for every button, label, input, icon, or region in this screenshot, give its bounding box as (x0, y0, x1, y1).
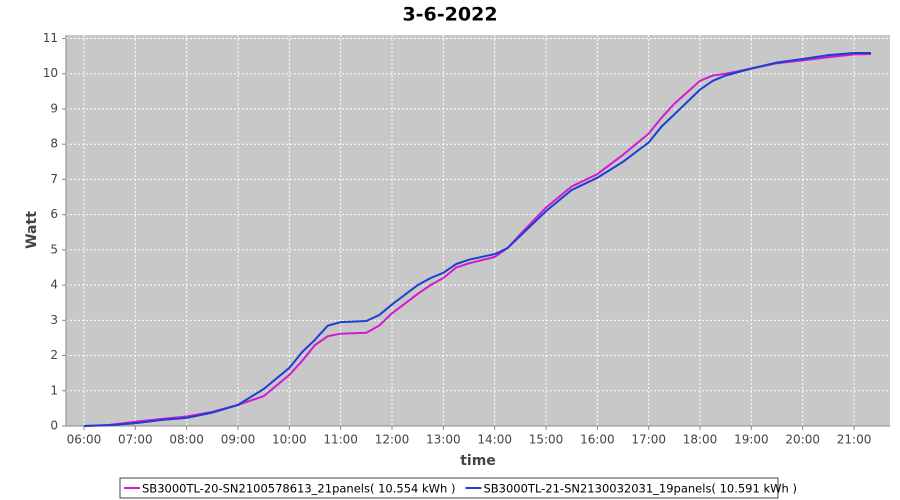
y-tick-label: 5 (50, 242, 58, 256)
x-tick-label: 14:00 (477, 433, 512, 447)
x-tick-label: 10:00 (272, 433, 307, 447)
y-tick-label: 7 (50, 172, 58, 186)
plot-area (66, 35, 890, 426)
chart-title: 3-6-2022 (402, 4, 497, 26)
series-line (83, 53, 872, 427)
y-tick-label: 4 (50, 278, 58, 292)
y-tick-label: 3 (50, 313, 58, 327)
legend-box (119, 477, 779, 499)
x-tick-label: 12:00 (375, 433, 410, 447)
y-tick-label: 8 (50, 137, 58, 151)
x-tick-label: 08:00 (169, 433, 204, 447)
y-tick-label: 2 (50, 348, 58, 362)
x-tick-label: 19:00 (734, 433, 769, 447)
x-tick-label: 07:00 (118, 433, 153, 447)
y-tick-label: 11 (43, 31, 58, 45)
y-tick-label: 0 (50, 419, 58, 433)
x-tick-label: 20:00 (785, 433, 820, 447)
series-line (83, 52, 871, 427)
y-tick-label: 10 (43, 66, 58, 80)
legend-label: SB3000TL-20-SN2100578613_21panels( 10.55… (142, 482, 455, 496)
legend-label: SB3000TL-21-SN2130032031_19panels( 10.59… (483, 482, 796, 496)
x-tick-label: 17:00 (631, 433, 666, 447)
x-tick-label: 16:00 (580, 433, 615, 447)
y-tick-label: 1 (50, 383, 58, 397)
x-axis-label: time (460, 453, 496, 469)
x-tick-label: 11:00 (323, 433, 358, 447)
y-tick-label: 9 (50, 101, 58, 115)
x-tick-label: 18:00 (683, 433, 718, 447)
x-tick-label: 09:00 (221, 433, 256, 447)
x-tick-label: 06:00 (67, 433, 102, 447)
x-tick-label: 15:00 (529, 433, 564, 447)
x-tick-label: 21:00 (837, 433, 872, 447)
y-tick-label: 6 (50, 207, 58, 221)
x-tick-label: 13:00 (426, 433, 461, 447)
y-axis-label: Watt (24, 211, 40, 249)
